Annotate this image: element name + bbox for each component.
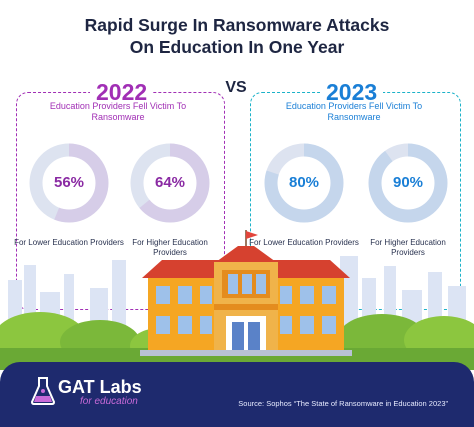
caption-2022-higher: For Higher Education Providers [132,238,208,257]
year-2023-label: 2023 [320,78,384,106]
title-line-1: Rapid Surge In Ransomware Attacks [84,15,390,35]
subtitle-2023: Education Providers Fell Victim To Ranso… [285,101,423,122]
school-illustration [0,230,474,370]
donut-slice-2022-0 [29,143,109,223]
flask-logo-icon [30,377,56,405]
donut-track-2023-1 [368,143,448,223]
donut-hole-2022-1 [144,157,196,209]
brand-name: GAT Labs [58,377,142,397]
donut-hole-2023-0 [278,157,330,209]
vs-label: VS [225,79,247,96]
year-2022-label: 2022 [90,78,154,106]
donut-track-2023-0 [264,143,344,223]
caption-2023-higher: For Higher Education Providers [370,238,446,257]
source-note: Source: Sophos “The State of Ransomware … [238,399,448,408]
footer-bar [0,362,474,427]
infographic-title: Rapid Surge In Ransomware Attacks On Edu… [0,14,474,58]
donut-track-2022-1 [130,143,210,223]
caption-2023-lower: For Lower Education Providers [249,238,359,247]
subtitle-2022: Education Providers Fell Victim To Ranso… [49,101,187,122]
donut-hole-2022-0 [43,157,95,209]
school-building [140,230,352,356]
brand-tagline: for education [80,396,138,407]
donut-slice-2022-1 [130,143,210,223]
title-line-2: On Education In One Year [129,37,345,57]
donut-hole-2023-1 [382,157,434,209]
value-label-2023-higher: 90% [392,174,424,191]
donut-slice-2023-1 [368,143,448,223]
donut-track-2022-0 [29,143,109,223]
caption-2022-lower: For Lower Education Providers [14,238,124,247]
donut-charts [29,143,448,223]
value-label-2022-lower: 56% [53,174,85,191]
value-label-2022-higher: 64% [154,174,186,191]
value-label-2023-lower: 80% [288,174,320,191]
donut-slice-2023-0 [264,143,344,223]
